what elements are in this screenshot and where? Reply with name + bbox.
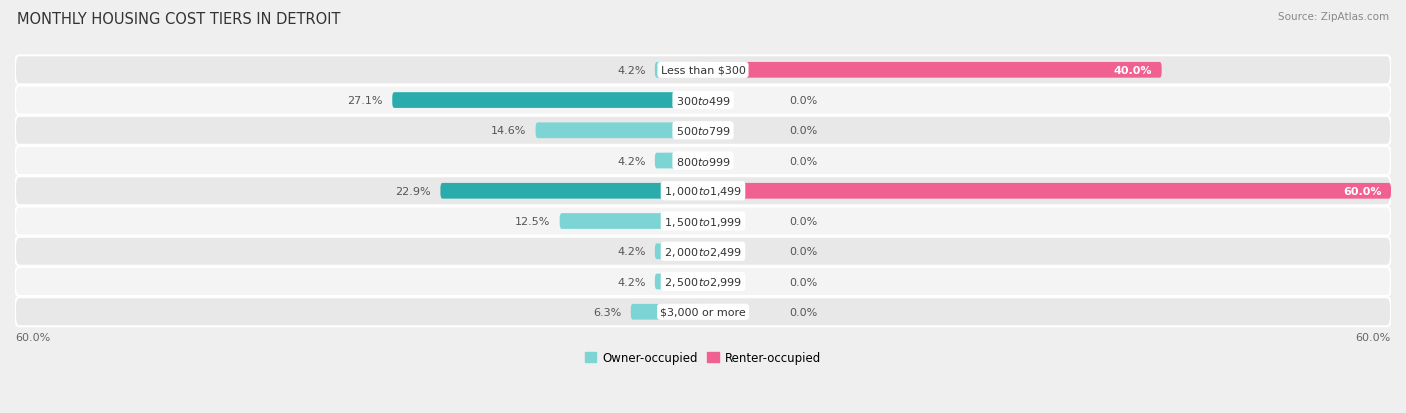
FancyBboxPatch shape bbox=[392, 93, 703, 109]
Legend: Owner-occupied, Renter-occupied: Owner-occupied, Renter-occupied bbox=[579, 347, 827, 369]
Text: $1,000 to $1,499: $1,000 to $1,499 bbox=[664, 185, 742, 198]
Text: $2,500 to $2,999: $2,500 to $2,999 bbox=[664, 275, 742, 288]
FancyBboxPatch shape bbox=[440, 183, 703, 199]
FancyBboxPatch shape bbox=[703, 63, 1161, 78]
FancyBboxPatch shape bbox=[655, 244, 703, 259]
FancyBboxPatch shape bbox=[15, 267, 1391, 296]
Text: 4.2%: 4.2% bbox=[617, 247, 645, 256]
Text: 0.0%: 0.0% bbox=[789, 277, 817, 287]
FancyBboxPatch shape bbox=[655, 153, 703, 169]
Text: 6.3%: 6.3% bbox=[593, 307, 621, 317]
FancyBboxPatch shape bbox=[560, 214, 703, 229]
FancyBboxPatch shape bbox=[15, 177, 1391, 206]
Text: $1,500 to $1,999: $1,500 to $1,999 bbox=[664, 215, 742, 228]
Text: $800 to $999: $800 to $999 bbox=[675, 155, 731, 167]
Text: 14.6%: 14.6% bbox=[491, 126, 526, 136]
Text: $500 to $799: $500 to $799 bbox=[675, 125, 731, 137]
FancyBboxPatch shape bbox=[15, 207, 1391, 236]
Text: 0.0%: 0.0% bbox=[789, 307, 817, 317]
FancyBboxPatch shape bbox=[703, 183, 1391, 199]
FancyBboxPatch shape bbox=[15, 237, 1391, 266]
Text: 60.0%: 60.0% bbox=[1343, 186, 1382, 196]
Text: 4.2%: 4.2% bbox=[617, 156, 645, 166]
Text: 0.0%: 0.0% bbox=[789, 96, 817, 106]
FancyBboxPatch shape bbox=[655, 63, 703, 78]
Text: 4.2%: 4.2% bbox=[617, 66, 645, 76]
Text: $2,000 to $2,499: $2,000 to $2,499 bbox=[664, 245, 742, 258]
FancyBboxPatch shape bbox=[15, 86, 1391, 115]
Text: $3,000 or more: $3,000 or more bbox=[661, 307, 745, 317]
FancyBboxPatch shape bbox=[631, 304, 703, 320]
FancyBboxPatch shape bbox=[15, 56, 1391, 85]
Text: $300 to $499: $300 to $499 bbox=[675, 95, 731, 107]
Text: 40.0%: 40.0% bbox=[1114, 66, 1153, 76]
FancyBboxPatch shape bbox=[15, 116, 1391, 145]
Text: 0.0%: 0.0% bbox=[789, 247, 817, 256]
Text: Source: ZipAtlas.com: Source: ZipAtlas.com bbox=[1278, 12, 1389, 22]
Text: 0.0%: 0.0% bbox=[789, 126, 817, 136]
Text: 60.0%: 60.0% bbox=[15, 332, 51, 342]
FancyBboxPatch shape bbox=[536, 123, 703, 139]
Text: 0.0%: 0.0% bbox=[789, 156, 817, 166]
Text: 60.0%: 60.0% bbox=[1355, 332, 1391, 342]
Text: 27.1%: 27.1% bbox=[347, 96, 382, 106]
FancyBboxPatch shape bbox=[655, 274, 703, 290]
FancyBboxPatch shape bbox=[15, 297, 1391, 327]
Text: Less than $300: Less than $300 bbox=[661, 66, 745, 76]
Text: 22.9%: 22.9% bbox=[395, 186, 432, 196]
Text: 4.2%: 4.2% bbox=[617, 277, 645, 287]
FancyBboxPatch shape bbox=[15, 147, 1391, 176]
Text: MONTHLY HOUSING COST TIERS IN DETROIT: MONTHLY HOUSING COST TIERS IN DETROIT bbox=[17, 12, 340, 27]
Text: 0.0%: 0.0% bbox=[789, 216, 817, 226]
Text: 12.5%: 12.5% bbox=[515, 216, 551, 226]
